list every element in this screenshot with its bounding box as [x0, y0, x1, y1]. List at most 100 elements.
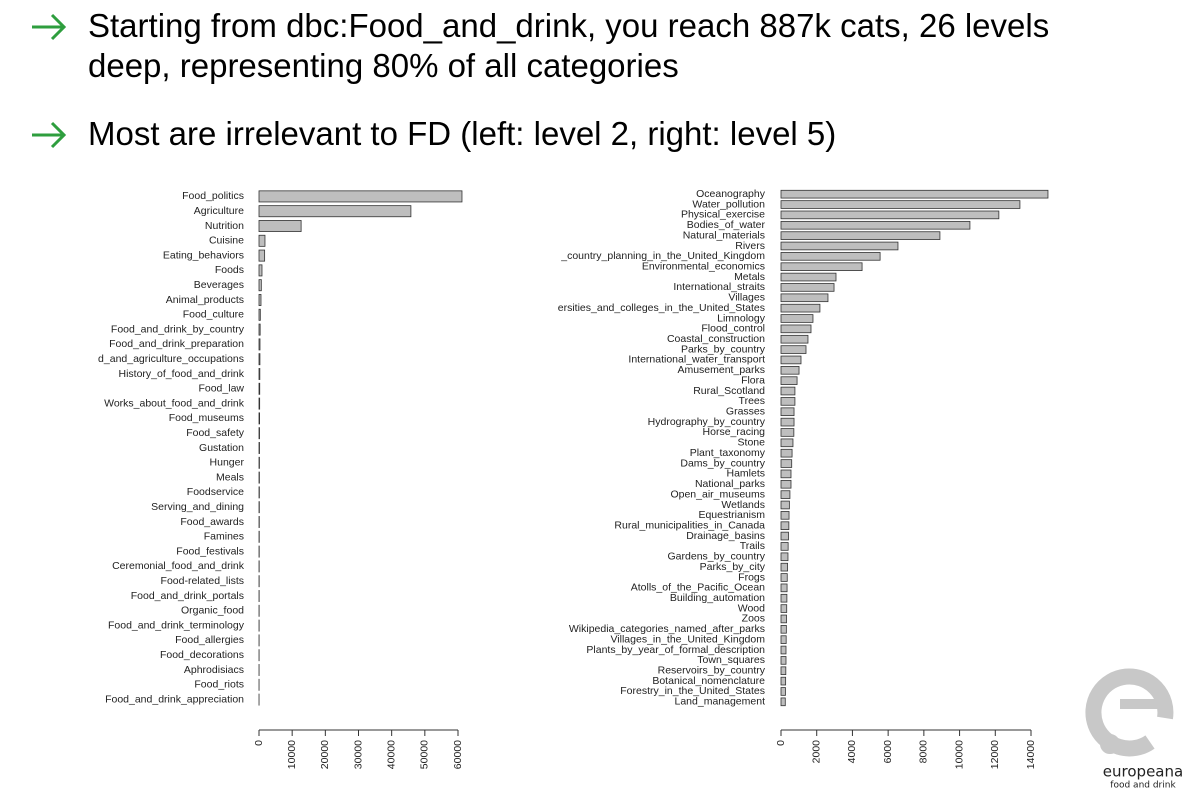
y-tick-label: Villages [728, 292, 765, 304]
bar [780, 562, 789, 572]
bar [780, 531, 789, 541]
y-tick-label: Agriculture [194, 205, 244, 217]
bar [780, 500, 790, 510]
y-tick-label: Works_about_food_and_drink [104, 397, 245, 409]
y-tick-label: Hamlets [726, 468, 765, 480]
y-tick-label: Open_air_museums [670, 488, 765, 500]
y-tick-label: Food_and_drink_terminology [108, 619, 245, 631]
bullet-text: Starting from dbc:Food_and_drink, you re… [88, 7, 1050, 84]
bar [780, 542, 789, 551]
x-tick-label: 2000 [810, 740, 822, 764]
y-tick-label: Food_law [198, 383, 244, 395]
y-tick-label: ersities_and_colleges_in_the_United_Stat… [558, 302, 765, 314]
y-tick-label: Food_and_drink_portals [131, 590, 244, 602]
bullet: Most are irrelevant to FD (left: level 2… [30, 114, 1128, 154]
y-tick-label: Food_politics [182, 190, 244, 202]
bar [780, 656, 787, 665]
y-tick-label: Town_squares [697, 654, 765, 666]
bar [258, 234, 266, 247]
x-tick-label: 0 [775, 740, 787, 746]
y-tick-label: Hunger [210, 457, 245, 469]
bar [780, 272, 837, 282]
y-tick-label: International_straits [673, 281, 765, 293]
y-tick-label: Eating_behaviors [163, 249, 244, 261]
y-tick-label: Wetlands [721, 499, 765, 511]
bullet: Starting from dbc:Food_and_drink, you re… [30, 6, 1128, 86]
x-tick-label: 8000 [918, 740, 930, 764]
bar [780, 417, 795, 427]
bar [780, 511, 790, 520]
bullet-text: Most are irrelevant to FD (left: level 2… [88, 115, 837, 152]
x-tick-label: 0 [253, 740, 265, 746]
y-tick-label: Oceanography [696, 188, 766, 200]
bar [780, 231, 941, 240]
y-tick-label: Wikipedia_categories_named_after_parks [569, 623, 765, 635]
bar [258, 308, 261, 321]
arrow-icon [32, 13, 67, 41]
bar [780, 200, 1021, 209]
y-tick-label: Food_safety [186, 427, 245, 439]
y-tick-label: Gardens_by_country [668, 551, 766, 563]
bar [780, 189, 1049, 199]
y-tick-label: Drainage_basins [686, 530, 765, 542]
bar [780, 252, 881, 261]
bar [780, 490, 791, 499]
x-tick-label: 6000 [882, 740, 894, 764]
y-tick-label: Food_allergies [175, 634, 244, 646]
bar [258, 205, 412, 218]
y-tick-label: Gustation [199, 442, 244, 454]
y-tick-label: Parks_by_country [681, 343, 766, 355]
bar [780, 397, 796, 406]
y-tick-label: National_parks [695, 478, 765, 490]
logo-name: europeana [1103, 763, 1183, 781]
bar [258, 353, 261, 366]
y-tick-label: d_and_agriculture_occupations [98, 353, 244, 365]
bar [780, 345, 807, 354]
bar [780, 241, 899, 251]
bar [258, 427, 260, 440]
y-tick-label: Ceremonial_food_and_drink [112, 560, 245, 572]
y-tick-label: Bodies_of_water [687, 219, 766, 231]
bar [258, 412, 260, 425]
bar [780, 645, 787, 655]
y-tick-label: Forestry_in_the_United_States [620, 685, 765, 697]
y-tick-label: Reservoirs_by_country [658, 665, 766, 677]
bar [780, 303, 821, 313]
x-tick-label: 50000 [419, 740, 431, 769]
y-tick-label: Rivers [735, 240, 765, 252]
bar [780, 521, 790, 530]
bar [780, 448, 793, 458]
y-tick-label: _country_planning_in_the_United_Kingdom [560, 250, 765, 262]
bar [780, 604, 788, 613]
bar [780, 552, 789, 562]
x-tick-label: 20000 [319, 740, 331, 769]
y-tick-label: Organic_food [181, 605, 244, 617]
bar [780, 438, 794, 448]
y-tick-label: Food_and_drink_by_country [111, 323, 245, 335]
bar [780, 314, 814, 323]
y-tick-label: Food_decorations [160, 649, 244, 661]
bar [780, 697, 786, 707]
logo-tagline: food and drink [1110, 781, 1176, 791]
y-tick-label: Natural_materials [683, 229, 765, 241]
bar [780, 593, 788, 603]
y-tick-label: Aphrodisiacs [184, 664, 244, 676]
y-tick-label: Food_and_drink_preparation [109, 338, 244, 350]
bar [780, 479, 792, 489]
bar [780, 376, 798, 385]
y-tick-label: Meals [216, 471, 244, 483]
y-tick-label: Villages_in_the_United_Kingdom [610, 633, 765, 645]
bar [780, 220, 971, 230]
x-tick-label: 10000 [953, 740, 965, 769]
y-tick-label: Amusement_parks [677, 364, 765, 376]
y-tick-label: Water_pollution [692, 198, 765, 210]
bar [780, 324, 812, 334]
y-tick-label: Food_awards [180, 516, 244, 528]
bar [780, 293, 829, 303]
x-tick-label: 10000 [286, 740, 298, 769]
logo: europeana food and drink [1085, 668, 1183, 791]
y-tick-label: Equestrianism [698, 509, 765, 521]
y-tick-label: Food-related_lists [161, 575, 244, 587]
y-tick-label: Land_management [675, 696, 766, 708]
y-tick-label: Cuisine [209, 235, 244, 247]
